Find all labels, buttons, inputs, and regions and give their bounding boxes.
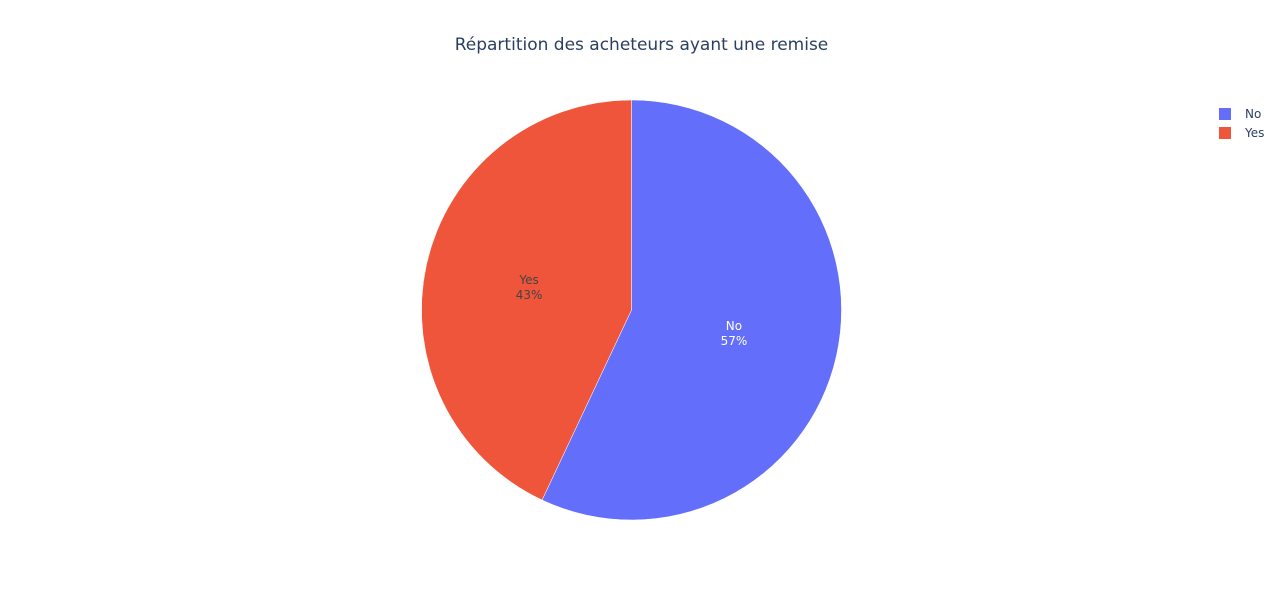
legend-label-yes[interactable]: Yes <box>1244 126 1264 140</box>
pie-slice-yes[interactable] <box>421 99 632 501</box>
slice-label-percent: 43% <box>516 288 543 302</box>
slice-label-percent: 57% <box>721 334 748 348</box>
slice-label-no: No 57% <box>721 319 748 348</box>
legend-label-no[interactable]: No <box>1245 107 1261 121</box>
pie-labels: No 57% Yes 43% <box>516 273 748 348</box>
pie-slices <box>421 99 842 521</box>
pie-slice-no[interactable] <box>541 99 842 521</box>
slice-label-name: No <box>726 319 742 333</box>
legend-swatch-yes[interactable] <box>1219 127 1231 139</box>
legend-swatch-no[interactable] <box>1219 108 1231 120</box>
chart-title: Répartition des acheteurs ayant une remi… <box>455 35 829 55</box>
slice-label-name: Yes <box>518 273 538 287</box>
slice-label-yes: Yes 43% <box>516 273 543 302</box>
legend: No Yes <box>1219 107 1264 140</box>
